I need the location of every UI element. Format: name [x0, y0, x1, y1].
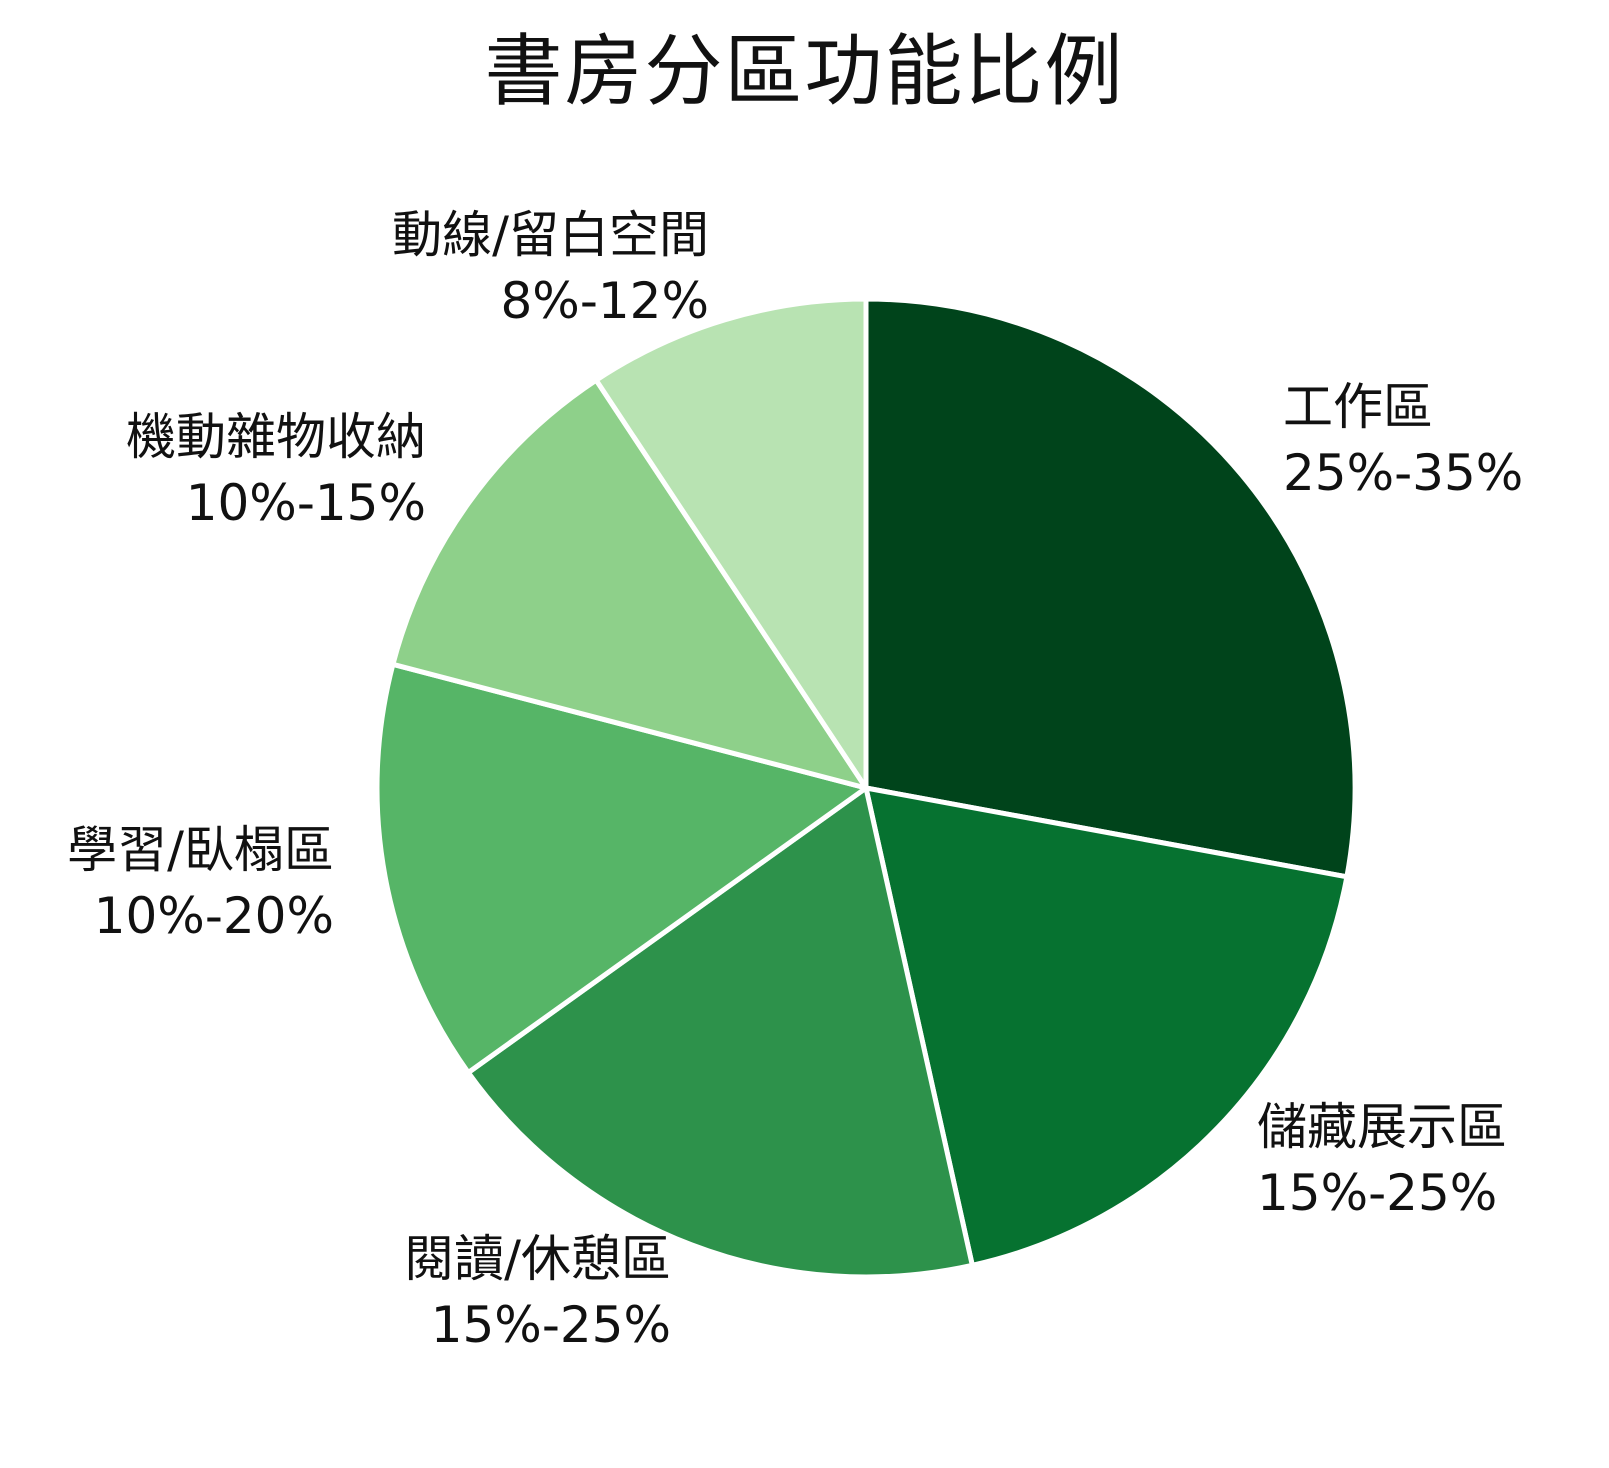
slice-label-name: 動線/留白空間 — [392, 206, 709, 264]
slice-label-percent: 15%-25% — [1257, 1164, 1498, 1222]
slice-label-name: 工作區 — [1283, 378, 1433, 436]
slice-label-study-daybed: 學習/臥榻區 10%-20% — [67, 817, 334, 949]
slice-label-name: 儲藏展示區 — [1257, 1098, 1507, 1156]
slice-label-name: 閱讀/休憩區 — [404, 1230, 671, 1288]
slice-label-name: 學習/臥榻區 — [67, 821, 334, 879]
pie-slice — [593, 296, 869, 791]
pie-slice — [374, 661, 869, 1076]
slice-label-percent: 10%-15% — [185, 474, 426, 532]
slice-label-percent: 10%-20% — [93, 887, 334, 945]
slice-label-flexible-storage: 機動雜物收納 10%-15% — [126, 404, 426, 536]
pie-slice — [863, 785, 1350, 1268]
slice-label-name: 機動雜物收納 — [126, 408, 426, 466]
slice-label-percent: 8%-12% — [500, 272, 710, 330]
slice-label-circulation-space: 動線/留白空間 8%-12% — [392, 202, 709, 334]
slice-label-percent: 25%-35% — [1283, 444, 1524, 502]
slice-label-reading-rest: 閱讀/休憩區 15%-25% — [404, 1226, 671, 1358]
chart-title: 書房分區功能比例 — [484, 27, 1125, 117]
slice-label-storage-display: 儲藏展示區 15%-25% — [1257, 1094, 1507, 1226]
slice-label-work-area: 工作區 25%-35% — [1283, 374, 1523, 506]
pie-slices — [374, 296, 1358, 1280]
slice-label-percent: 15%-25% — [430, 1296, 671, 1354]
pie-slice — [390, 377, 869, 791]
pie-slice — [465, 785, 975, 1280]
pie-slice — [863, 296, 1358, 880]
